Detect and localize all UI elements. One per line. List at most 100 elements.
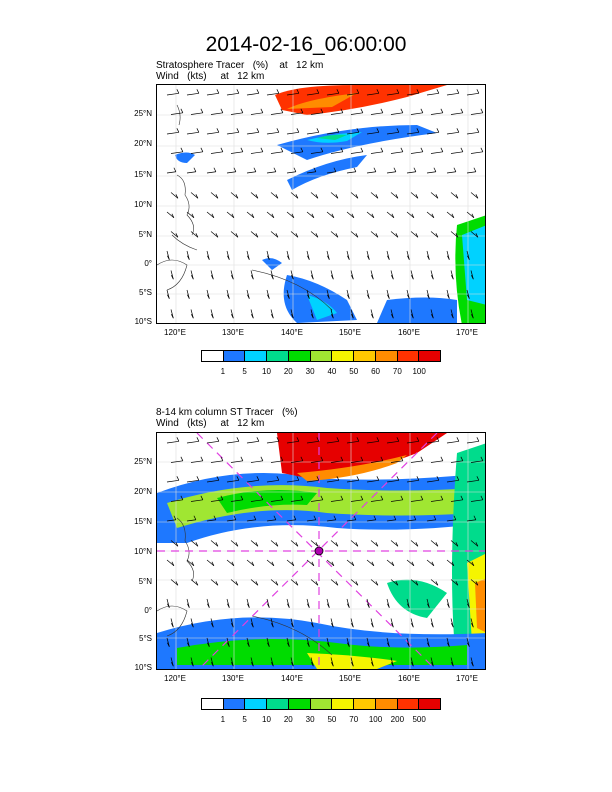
- wind-barb: [210, 151, 223, 154]
- wind-barb: [386, 211, 395, 219]
- wind-barb-flag: [191, 662, 194, 667]
- wind-barb: [326, 519, 336, 522]
- wind-barb: [470, 579, 479, 586]
- wind-barb-flag: [275, 194, 279, 199]
- wind-barb-flag: [235, 194, 239, 199]
- wind-barb-flag: [407, 294, 410, 299]
- wind-barb: [390, 540, 399, 547]
- colorbar-label: 50: [349, 367, 359, 376]
- wind-barb-flag: [351, 561, 355, 566]
- wind-barb-flag: [295, 233, 299, 238]
- wind-barb: [346, 479, 359, 483]
- wind-barb: [170, 540, 179, 547]
- wind-barb: [466, 440, 479, 444]
- wind-barb-flag: [387, 603, 390, 608]
- colorbar-label: 10: [262, 715, 271, 724]
- wind-barb: [250, 540, 259, 547]
- lat-label: 20°N: [134, 139, 152, 149]
- wind-barb-flag: [415, 542, 419, 547]
- wind-barb-flag: [260, 495, 264, 500]
- wind-barb-flag: [447, 642, 450, 647]
- wind-barb-flag: [451, 623, 454, 628]
- wind-barb-flag: [387, 642, 390, 647]
- panel1-map: [156, 84, 486, 324]
- wind-barb: [330, 499, 343, 502]
- wind-barb-flag: [460, 495, 464, 500]
- wind-barb-flag: [356, 128, 360, 133]
- wind-barb-flag: [255, 194, 259, 199]
- wind-barb-flag: [236, 89, 240, 94]
- wind-barb: [250, 192, 259, 199]
- wind-barb: [430, 151, 443, 154]
- wind-barb-flag: [431, 662, 434, 667]
- wind-barb: [350, 112, 363, 115]
- wind-barb-flag: [291, 662, 294, 667]
- wind-barb: [470, 151, 483, 154]
- colorbar-label: 5: [242, 715, 247, 724]
- lon-label: 170°E: [456, 674, 478, 683]
- wind-barb-flag: [435, 542, 439, 547]
- wind-barb-flag: [220, 456, 224, 461]
- wind-barb: [186, 559, 195, 567]
- wind-barb: [310, 192, 319, 199]
- wind-barb-flag: [193, 515, 197, 520]
- wind-barb-flag: [375, 233, 379, 238]
- wind-barb: [190, 579, 199, 586]
- wind-barb-flag: [191, 314, 194, 319]
- wind-barb: [390, 112, 403, 115]
- wind-barb-flag: [276, 128, 280, 133]
- wind-barb-flag: [431, 561, 435, 566]
- wind-barb-flag: [367, 642, 370, 647]
- wind-barb-flag: [331, 623, 334, 628]
- wind-barb: [186, 440, 199, 444]
- wind-barb-flag: [233, 515, 237, 520]
- wind-barb-flag: [176, 128, 180, 133]
- lat-label: 25°N: [134, 109, 152, 119]
- wind-barb-flag: [455, 194, 459, 199]
- col-tracer-mid: [387, 579, 447, 618]
- wind-barb: [330, 460, 343, 463]
- wind-barb: [210, 540, 219, 547]
- wind-barb-flag: [371, 561, 375, 566]
- wind-barb: [226, 211, 235, 219]
- wind-barb-flag: [420, 456, 424, 461]
- wind-barb: [426, 131, 439, 135]
- wind-barb: [410, 231, 419, 238]
- wind-barb: [310, 231, 319, 238]
- wind-barb-flag: [415, 233, 419, 238]
- wind-barb-flag: [336, 437, 340, 442]
- wind-barb-flag: [187, 294, 190, 299]
- wind-barb-flag: [280, 495, 284, 500]
- colorbar-label: 30: [305, 367, 315, 376]
- wind-barb: [186, 519, 196, 522]
- wind-barb-flag: [380, 108, 384, 113]
- wind-barb: [230, 192, 239, 199]
- wind-barb-flag: [453, 167, 457, 172]
- lat-label: 15°N: [134, 169, 152, 179]
- wind-barb-flag: [200, 456, 204, 461]
- wind-barb-flag: [256, 437, 260, 442]
- colorbar-label: 1: [220, 715, 226, 724]
- wind-barb: [326, 559, 335, 567]
- lon-label: 140°E: [281, 674, 303, 683]
- wind-barb: [250, 151, 263, 154]
- wind-barb-flag: [371, 314, 374, 319]
- wind-barb-flag: [251, 561, 255, 566]
- wind-barb: [430, 460, 443, 463]
- wind-barb-flag: [171, 623, 174, 628]
- wind-barb: [166, 171, 176, 174]
- wind-barb: [386, 92, 399, 96]
- wind-barb-flag: [231, 275, 234, 280]
- wind-barb: [210, 192, 219, 199]
- wind-barb: [346, 440, 359, 444]
- wind-barb-flag: [195, 542, 199, 547]
- tracer-blue-bottom: [377, 297, 457, 323]
- wind-barb-flag: [260, 456, 264, 461]
- wind-barb-flag: [340, 147, 344, 152]
- wind-barb: [266, 171, 276, 174]
- wind-barb: [446, 519, 456, 522]
- col-tracer-south-green: [177, 639, 467, 665]
- wind-barb-flag: [315, 233, 319, 238]
- wind-barb-flag: [207, 255, 210, 260]
- wind-barb-flag: [253, 167, 257, 172]
